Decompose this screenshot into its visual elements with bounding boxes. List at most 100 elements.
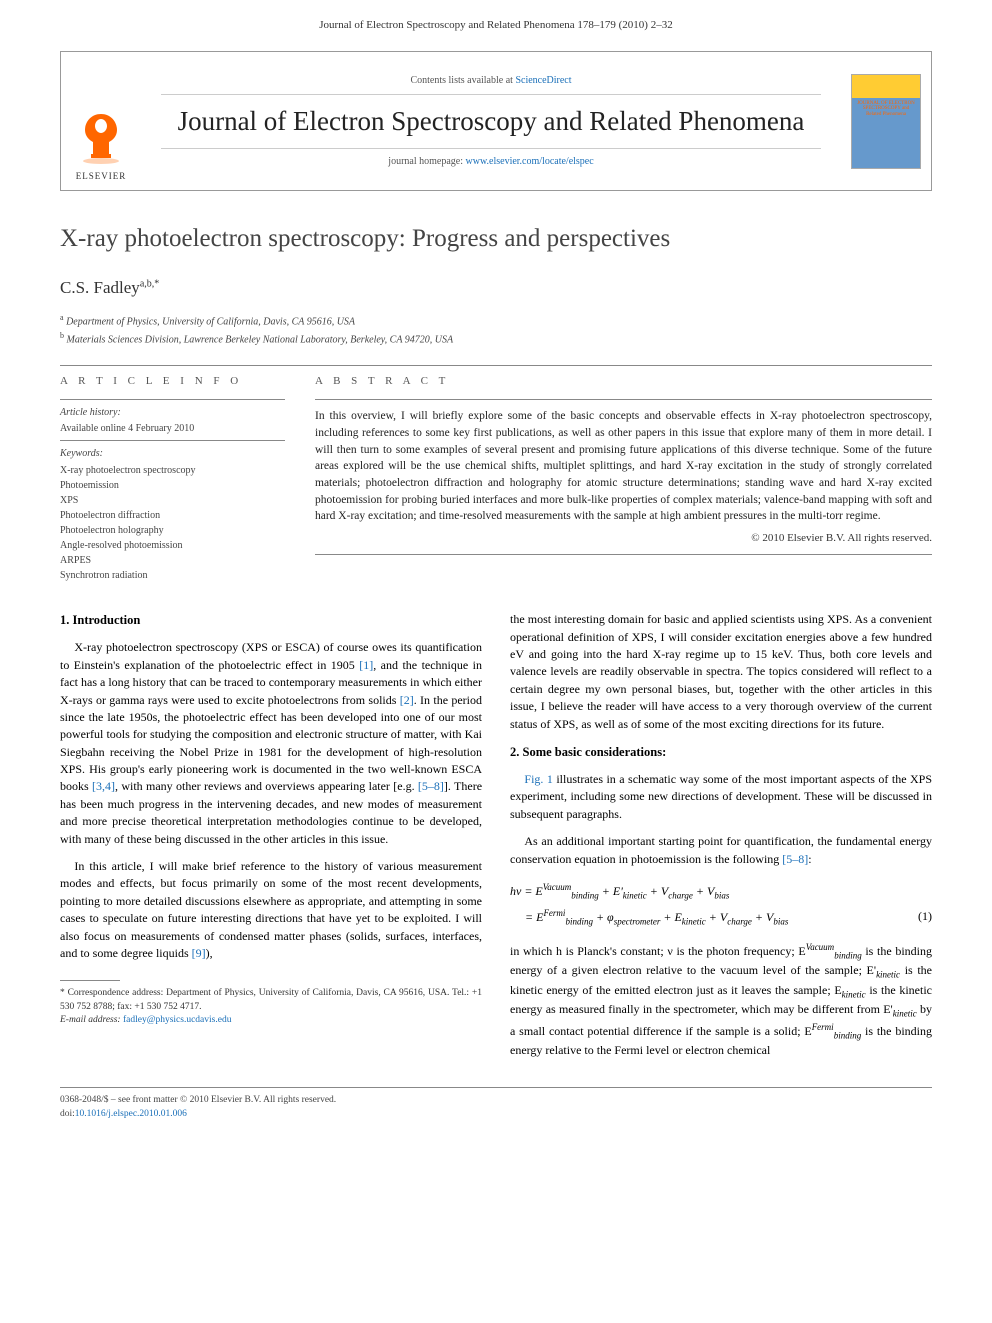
article-main: X-ray photoelectron spectroscopy: Progre… [0,221,992,1069]
author-marks: a,b,* [140,279,159,290]
affil-mark-a: a [60,313,64,322]
abstract-column: a b s t r a c t In this overview, I will… [315,374,932,583]
banner-center: Contents lists available at ScienceDirec… [141,52,841,190]
article-info-column: a r t i c l e i n f o Article history: A… [60,374,285,583]
email-link[interactable]: fadley@physics.ucdavis.edu [123,1015,231,1025]
keyword-item: Photoelectron holography [60,523,285,538]
affiliation-b: b Materials Sciences Division, Lawrence … [60,330,932,347]
footer-copyright: 0368-2048/$ – see front matter © 2010 El… [60,1094,932,1107]
eq-sub: bias [714,890,729,900]
eq-sub: charge [727,917,752,927]
footer-doi: doi:10.1016/j.elspec.2010.01.006 [60,1108,932,1121]
body-paragraph: in which h is Planck's constant; ν is th… [510,941,932,1060]
eq-sup: Vacuum [806,942,835,952]
section-1-heading: 1. Introduction [60,611,482,629]
running-header: Journal of Electron Spectroscopy and Rel… [0,0,992,43]
affil-text-b: Materials Sciences Division, Lawrence Be… [67,334,454,345]
page-footer: 0368-2048/$ – see front matter © 2010 El… [60,1087,932,1121]
divider-top [60,365,932,366]
eq-sub: kinetic [893,1009,917,1019]
affiliation-a: a Department of Physics, University of C… [60,312,932,329]
keywords-block: Keywords: X-ray photoelectron spectrosco… [60,440,285,583]
affil-mark-b: b [60,331,64,340]
eq-text: + V [693,884,714,898]
equation-number: (1) [918,904,932,928]
equation-1: hν = EVacuumbinding + E'kinetic + Vcharg… [510,878,932,931]
keyword-item: Photoelectron diffraction [60,508,285,523]
keywords-list: X-ray photoelectron spectroscopy Photoem… [60,463,285,583]
sciencedirect-link[interactable]: ScienceDirect [515,75,571,86]
eq-sub: binding [834,950,862,960]
doi-prefix: doi: [60,1109,75,1119]
homepage-link[interactable]: www.elsevier.com/locate/elspec [466,156,594,167]
contents-line: Contents lists available at ScienceDirec… [161,74,821,95]
eq-sub: kinetic [682,917,706,927]
abstract-label: a b s t r a c t [315,374,932,389]
eq-sub: bias [773,917,788,927]
footnotes: * Correspondence address: Department of … [60,987,482,1027]
body-paragraph: As an additional important starting poin… [510,833,932,868]
eq-text: = E [510,910,543,924]
eq-text: + φ [593,910,614,924]
eq-text: + E' [599,884,623,898]
body-text: In this article, I will make brief refer… [60,859,482,960]
divider-abstract-bottom [315,554,932,555]
eq-text: + V [752,910,773,924]
citation-link[interactable]: [1] [359,658,373,672]
abstract-copyright: © 2010 Elsevier B.V. All rights reserved… [315,531,932,546]
cover-thumbnail-block: JOURNAL OF ELECTRON SPECTROSCOPY and Rel… [841,52,931,190]
journal-banner: ELSEVIER Contents lists available at Sci… [60,51,932,191]
keyword-item: Photoemission [60,478,285,493]
eq-sup: Fermi [812,1022,834,1032]
publisher-name: ELSEVIER [76,170,127,183]
homepage-prefix: journal homepage: [388,156,465,167]
article-title: X-ray photoelectron spectroscopy: Progre… [60,221,932,256]
figure-link[interactable]: Fig. 1 [524,772,552,786]
keyword-item: Angle-resolved photoemission [60,538,285,553]
author-text: C.S. Fadley [60,278,140,297]
citation-link[interactable]: [9] [192,946,206,960]
keyword-item: Synchrotron radiation [60,568,285,583]
body-columns: 1. Introduction X-ray photoelectron spec… [60,611,932,1069]
eq-sup: Fermi [543,908,565,918]
keyword-item: ARPES [60,553,285,568]
body-text: in which h is Planck's constant; ν is th… [510,944,806,958]
keyword-item: X-ray photoelectron spectroscopy [60,463,285,478]
eq-text: hν = E [510,884,543,898]
eq-sub: charge [668,890,693,900]
eq-sub: kinetic [876,970,900,980]
history-text: Available online 4 February 2010 [60,422,285,436]
eq-text: + V [647,884,668,898]
eq-sup: Vacuum [543,882,572,892]
history-block: Article history: Available online 4 Febr… [60,399,285,436]
affiliations: a Department of Physics, University of C… [60,312,932,347]
eq-text: + E [660,910,681,924]
citation-link[interactable]: [5–8] [782,852,808,866]
info-abstract-row: a r t i c l e i n f o Article history: A… [60,374,932,583]
footnote-separator [60,980,120,981]
email-label: E-mail address: [60,1015,123,1025]
equation-line-2: = EFermibinding + φspectrometer + Ekinet… [510,904,932,930]
history-title: Article history: [60,406,285,420]
keyword-item: XPS [60,493,285,508]
body-column-left: 1. Introduction X-ray photoelectron spec… [60,611,482,1069]
eq-sub: binding [571,890,599,900]
doi-link[interactable]: 10.1016/j.elspec.2010.01.006 [75,1109,187,1119]
journal-cover-icon: JOURNAL OF ELECTRON SPECTROSCOPY and Rel… [851,74,921,169]
article-info-label: a r t i c l e i n f o [60,374,285,389]
citation-link[interactable]: [5–8] [418,779,444,793]
body-paragraph: In this article, I will make brief refer… [60,858,482,962]
body-text: : [808,852,811,866]
eq-sub: spectrometer [614,917,661,927]
body-paragraph: the most interesting domain for basic an… [510,611,932,733]
affil-text-a: Department of Physics, University of Cal… [66,317,355,328]
citation-link[interactable]: [3,4] [92,779,115,793]
eq-sub: kinetic [842,989,866,999]
citation-link[interactable]: [2] [400,693,414,707]
eq-sub: binding [834,1030,862,1040]
body-paragraph: Fig. 1 illustrates in a schematic way so… [510,771,932,823]
journal-homepage: journal homepage: www.elsevier.com/locat… [161,148,821,169]
eq-sub: kinetic [623,890,647,900]
eq-sub: binding [565,917,593,927]
keywords-title: Keywords: [60,447,285,461]
